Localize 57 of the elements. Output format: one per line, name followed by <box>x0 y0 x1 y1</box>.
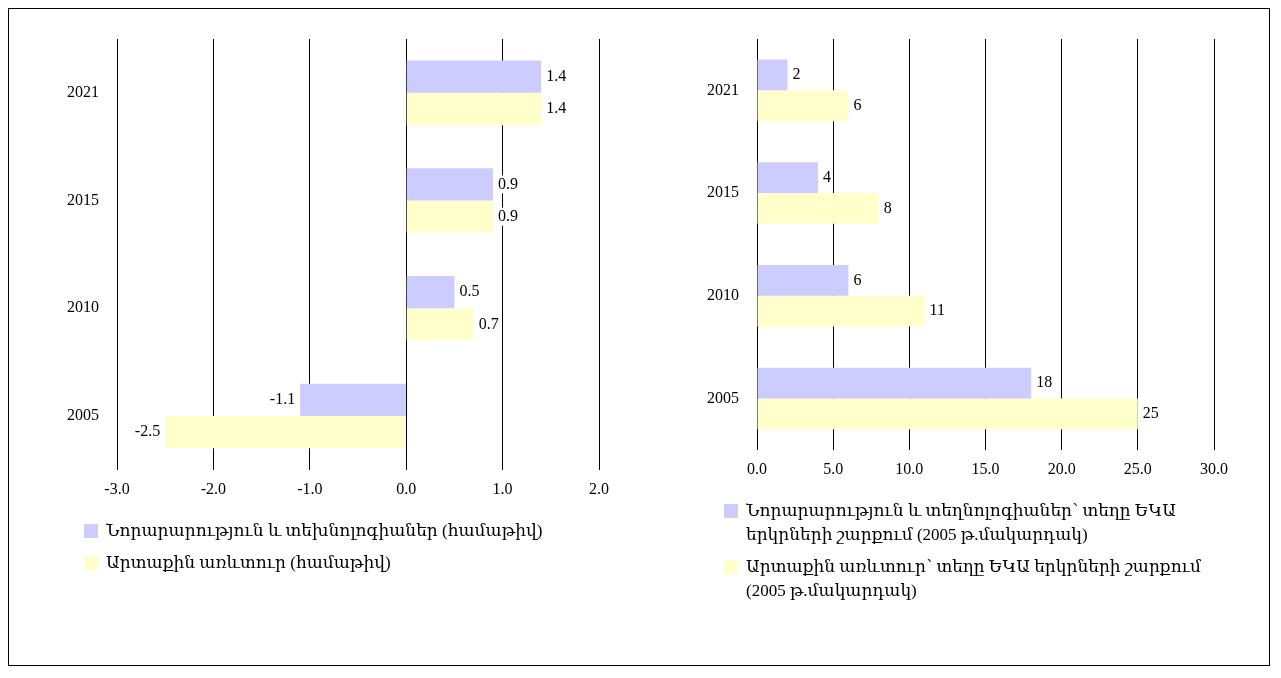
data-label: 2 <box>792 65 801 83</box>
x-tick-label: 20.0 <box>1047 459 1076 477</box>
data-label: 18 <box>1036 373 1053 391</box>
x-tick-label: 2.0 <box>589 479 609 497</box>
y-tick-label: 2021 <box>707 80 739 98</box>
bar <box>406 275 455 309</box>
data-label: -2.5 <box>134 422 161 440</box>
x-tick-label: 25.0 <box>1123 459 1152 477</box>
data-label: 1.4 <box>546 99 567 117</box>
data-label: 0.9 <box>497 174 518 192</box>
bar <box>757 295 925 327</box>
legend-label: Նորարարություն և տեղնոլոգիաներ՝ տեղը ԵԿԱ երկրների շարքում (2005 թ.մակարդակ) <box>746 500 1177 546</box>
bar <box>165 415 406 449</box>
y-tick-label: 2021 <box>67 83 99 101</box>
data-label: 11 <box>929 301 945 319</box>
y-tick-label: 2015 <box>67 190 99 208</box>
x-tick-label: 0.0 <box>747 459 767 477</box>
bar <box>757 398 1138 430</box>
bar <box>406 200 493 233</box>
bar <box>757 193 879 224</box>
x-tick-label: -1.0 <box>297 479 323 497</box>
y-tick-label: 2005 <box>67 406 99 424</box>
bar <box>757 59 788 91</box>
x-tick-label: -3.0 <box>104 479 130 497</box>
data-label: 25 <box>1142 404 1159 422</box>
bar <box>757 90 849 122</box>
x-tick-label: 5.0 <box>823 459 844 477</box>
data-label: -1.1 <box>269 390 296 407</box>
y-tick-label: 2010 <box>707 285 739 303</box>
x-tick-label: 30.0 <box>1200 459 1228 477</box>
y-tick-label: 2010 <box>67 298 99 316</box>
bar <box>757 264 849 296</box>
bar <box>300 383 406 416</box>
data-label: 1.4 <box>546 66 567 84</box>
data-label: 0.7 <box>478 314 499 332</box>
x-tick-label: 10.0 <box>895 459 924 477</box>
data-label: 6 <box>853 95 862 113</box>
bar <box>406 60 542 93</box>
legend-label: Նորարարություն և տեխնոլոգիաներ (համաթիվ) <box>106 520 543 542</box>
data-label: 0.5 <box>459 282 480 300</box>
y-tick-label: 2015 <box>707 183 739 201</box>
bar <box>757 162 818 194</box>
x-tick-label: 15.0 <box>971 459 1000 477</box>
data-label: 8 <box>883 198 892 216</box>
data-label: 6 <box>853 270 862 288</box>
data-label: 4 <box>822 167 831 185</box>
bar <box>757 367 1032 399</box>
legend-label: Արտաքին առևտուր (համաթիվ) <box>106 552 391 574</box>
y-tick-label: 2005 <box>707 388 739 406</box>
bar <box>406 308 474 341</box>
data-label: 0.9 <box>497 206 518 224</box>
legend-label: Արտաքին առևտուր՝ տեղը ԵԿԱ երկրների շարքում (2005 թ.մակարդակ) <box>746 556 1202 602</box>
bar <box>406 168 493 201</box>
x-tick-label: 1.0 <box>492 479 513 497</box>
x-tick-label: -2.0 <box>200 479 227 497</box>
bar <box>406 92 542 126</box>
x-tick-label: 0.0 <box>396 479 417 497</box>
